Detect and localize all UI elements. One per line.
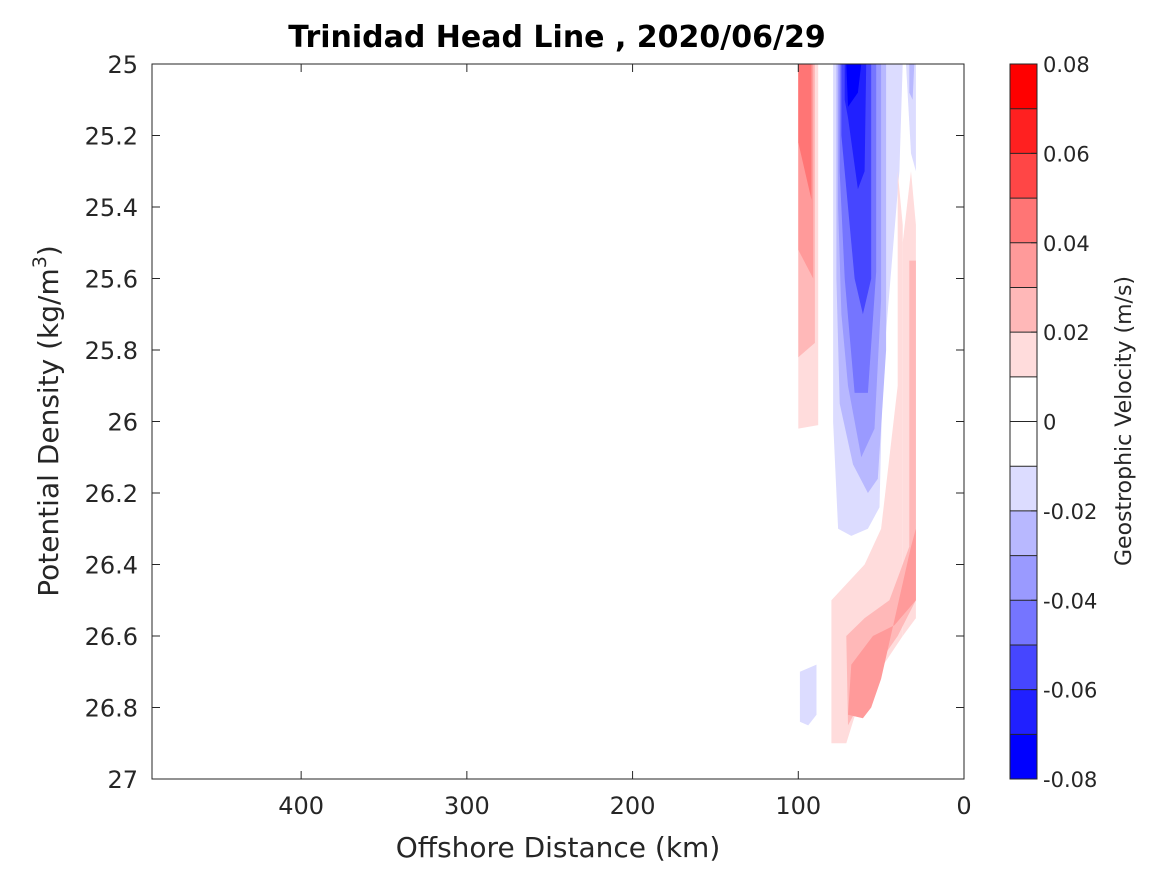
- plot-area: 400 300 200 100 0 25 25.2 25.4 25.6 25.8 26 26.2 26…: [85, 51, 972, 820]
- colorbar-segment: [1010, 734, 1037, 780]
- x-axis-label: Offshore Distance (km): [396, 831, 721, 864]
- colorbar-tick-label: 0.04: [1043, 232, 1090, 256]
- contour-region-13: [831, 171, 903, 744]
- y-axis-label-main: Potential Density (kg/m: [32, 268, 65, 597]
- colorbar-segment: [1010, 510, 1037, 557]
- x-axis-ticks: 400 300 200 100 0: [278, 64, 972, 820]
- colorbar-segment: [1010, 644, 1037, 691]
- y-axis-label-close: ): [32, 245, 65, 256]
- colorbar-label: Geostrophic Velocity (m/s): [1112, 276, 1137, 566]
- y-tick-label: 26: [107, 409, 138, 437]
- x-tick-label: 400: [278, 792, 324, 820]
- colorbar-tick-label: -0.06: [1043, 679, 1097, 703]
- colorbar-segment: [1010, 153, 1037, 199]
- contour-region-12: [909, 64, 915, 100]
- y-tick-label: 25.2: [85, 123, 138, 151]
- x-tick-label: 100: [775, 792, 821, 820]
- colorbar-segment: [1010, 198, 1037, 244]
- y-tick-label: 27: [107, 766, 138, 794]
- colorbar-segment: [1010, 466, 1037, 512]
- y-tick-label: 25.6: [85, 266, 138, 294]
- colorbar-tick-label: 0.06: [1043, 142, 1090, 166]
- y-tick-label: 26.6: [85, 623, 138, 651]
- colorbar-tick-label: 0: [1043, 411, 1056, 435]
- plot-background: [152, 64, 964, 779]
- y-tick-label: 26.8: [85, 695, 138, 723]
- colorbar-segment: [1010, 600, 1037, 646]
- colorbar-segment: [1010, 64, 1037, 110]
- x-tick-label: 300: [444, 792, 490, 820]
- y-tick-label: 25.8: [85, 337, 138, 365]
- colorbar-segment: [1010, 332, 1037, 378]
- colorbar-tick-label: 0.08: [1043, 53, 1090, 77]
- y-axis-ticks: 25 25.2 25.4 25.6 25.8 26 26.2 26.4 26.6 26.8 27: [85, 51, 964, 794]
- colorbar: 0.08 0.06 0.04 0.02 0 -0.02 -0.04 -0.06 -0.08: [1009, 53, 1097, 792]
- colorbar-segment: [1010, 108, 1037, 154]
- colorbar-tick-label: -0.04: [1043, 589, 1097, 613]
- y-axis-label: Potential Density (kg/m3): [29, 245, 65, 597]
- y-tick-label: 25: [107, 51, 138, 79]
- colorbar-segment: [1010, 242, 1037, 288]
- contour-region-10: [846, 64, 862, 107]
- y-tick-label: 26.2: [85, 480, 138, 508]
- y-tick-label: 26.4: [85, 552, 138, 580]
- colorbar-tick-label: 0.02: [1043, 321, 1090, 345]
- colorbar-segment: [1010, 689, 1037, 735]
- chart-title: Trinidad Head Line , 2020/06/29: [288, 20, 825, 55]
- colorbar-segment: [1010, 376, 1037, 422]
- contour-region-16: [848, 528, 916, 719]
- colorbar-segment: [1010, 287, 1037, 333]
- contour-region-11: [906, 64, 916, 172]
- colorbar-segment: [1010, 555, 1037, 601]
- contour-layer: [798, 64, 916, 744]
- contour-region-17: [799, 664, 817, 726]
- x-tick-label: 200: [610, 792, 656, 820]
- contour-region-3: [798, 64, 812, 200]
- colorbar-segment: [1010, 421, 1037, 467]
- x-tick-label: 0: [956, 792, 971, 820]
- y-tick-label: 25.4: [85, 194, 138, 222]
- y-axis-label-superscript: 3: [29, 256, 51, 268]
- colorbar-tick-label: -0.08: [1043, 768, 1097, 792]
- colorbar-tick-label: -0.02: [1043, 500, 1097, 524]
